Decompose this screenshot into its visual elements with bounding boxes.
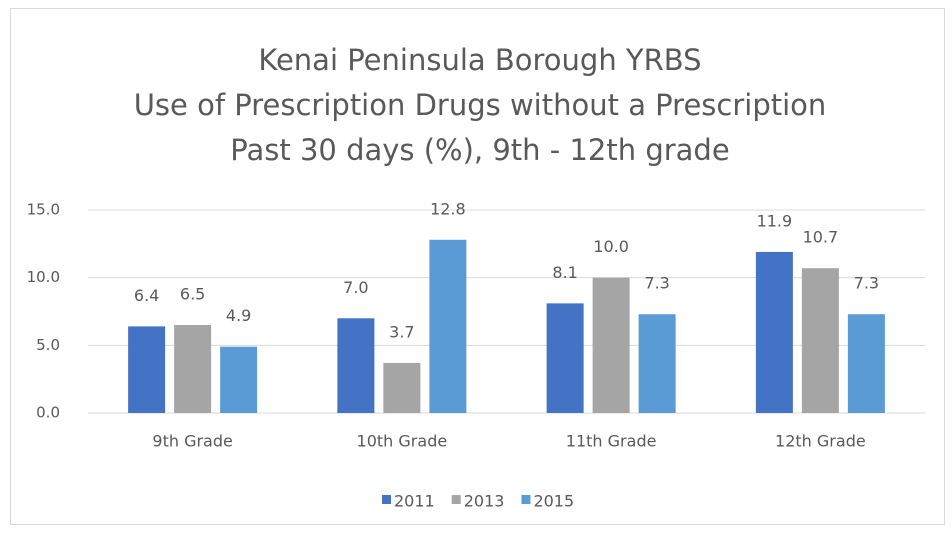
data-label: 3.7	[389, 322, 414, 341]
bar	[755, 251, 793, 413]
data-label: 4.9	[226, 306, 251, 325]
legend-swatch	[521, 495, 531, 504]
data-label: 12.8	[430, 199, 466, 218]
data-label: 11.9	[757, 211, 793, 230]
bar	[638, 314, 676, 413]
data-label: 6.4	[134, 286, 159, 305]
data-label: 6.5	[180, 285, 205, 304]
bar	[429, 239, 467, 413]
x-tick-label: 9th Grade	[152, 432, 232, 451]
bar	[128, 326, 166, 413]
x-tick-label: 12th Grade	[775, 432, 866, 451]
legend-label: 2013	[464, 492, 505, 511]
y-tick-label: 10.0	[27, 268, 60, 286]
y-tick-label: 5.0	[36, 336, 60, 354]
chart-title: Use of Prescription Drugs without a Pres…	[134, 88, 827, 122]
bar	[383, 362, 421, 413]
bar	[220, 346, 258, 413]
bar	[174, 325, 212, 413]
bar	[592, 277, 630, 413]
chart-title: Kenai Peninsula Borough YRBS	[258, 43, 701, 77]
legend-swatch	[451, 495, 461, 504]
data-label: 7.3	[854, 274, 879, 293]
x-tick-label: 11th Grade	[566, 432, 657, 451]
x-tick-label: 10th Grade	[357, 432, 448, 451]
y-tick-label: 0.0	[36, 404, 60, 422]
chart-title: Past 30 days (%), 9th - 12th grade	[230, 133, 729, 167]
bar	[546, 303, 584, 413]
bar	[847, 314, 885, 413]
data-label: 10.7	[803, 228, 839, 247]
data-label: 10.0	[593, 237, 629, 256]
data-label: 8.1	[552, 263, 577, 282]
data-label: 7.3	[644, 274, 669, 293]
y-tick-label: 15.0	[27, 201, 60, 219]
bar	[337, 318, 375, 413]
legend-label: 2015	[533, 492, 574, 511]
data-label: 7.0	[343, 278, 368, 297]
bar	[801, 268, 839, 413]
legend-label: 2011	[394, 492, 435, 511]
legend-swatch	[382, 495, 391, 504]
